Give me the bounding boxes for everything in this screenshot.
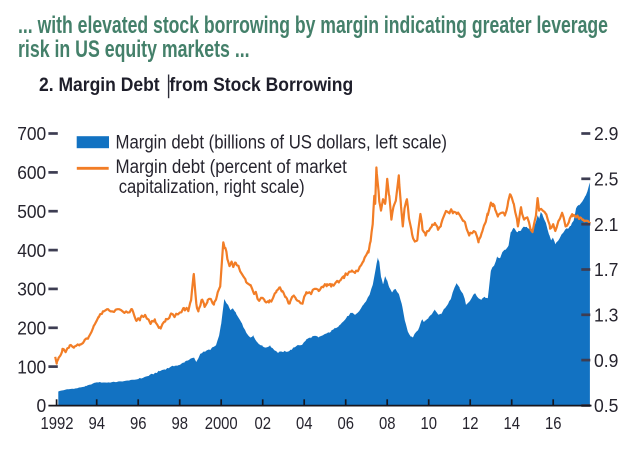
svg-text:Margin debt (billions of US do: Margin debt (billions of US dollars, lef… xyxy=(116,133,448,154)
svg-text:2000: 2000 xyxy=(205,413,238,433)
svg-text:2.5: 2.5 xyxy=(594,170,618,190)
svg-text:04: 04 xyxy=(296,413,313,433)
svg-text:16: 16 xyxy=(545,413,562,433)
svg-text:1992: 1992 xyxy=(41,413,74,433)
svg-text:02: 02 xyxy=(254,413,271,433)
svg-text:700: 700 xyxy=(17,124,46,144)
svg-text:98: 98 xyxy=(171,413,188,433)
svg-text:0: 0 xyxy=(37,396,47,416)
svg-text:capitalization, right scale): capitalization, right scale) xyxy=(119,177,305,198)
svg-text:06: 06 xyxy=(337,413,354,433)
svg-text:1.3: 1.3 xyxy=(594,306,618,326)
svg-text:0.5: 0.5 xyxy=(594,396,618,416)
svg-text:0.9: 0.9 xyxy=(594,351,618,371)
svg-text:600: 600 xyxy=(17,163,46,183)
svg-text:2.9: 2.9 xyxy=(594,124,618,144)
svg-text:14: 14 xyxy=(503,413,520,433)
svg-text:12: 12 xyxy=(462,413,479,433)
svg-text:200: 200 xyxy=(17,319,46,339)
svg-text:96: 96 xyxy=(130,413,147,433)
svg-text:500: 500 xyxy=(17,202,46,222)
svg-text:Margin debt (percent of market: Margin debt (percent of market xyxy=(116,157,348,178)
svg-text:2.1: 2.1 xyxy=(594,215,618,235)
svg-text:08: 08 xyxy=(379,413,396,433)
svg-text:100: 100 xyxy=(17,357,46,377)
svg-text:94: 94 xyxy=(88,413,105,433)
svg-text:400: 400 xyxy=(17,241,46,261)
svg-text:300: 300 xyxy=(17,280,46,300)
svg-text:1.7: 1.7 xyxy=(594,260,618,280)
svg-text:10: 10 xyxy=(420,413,437,433)
